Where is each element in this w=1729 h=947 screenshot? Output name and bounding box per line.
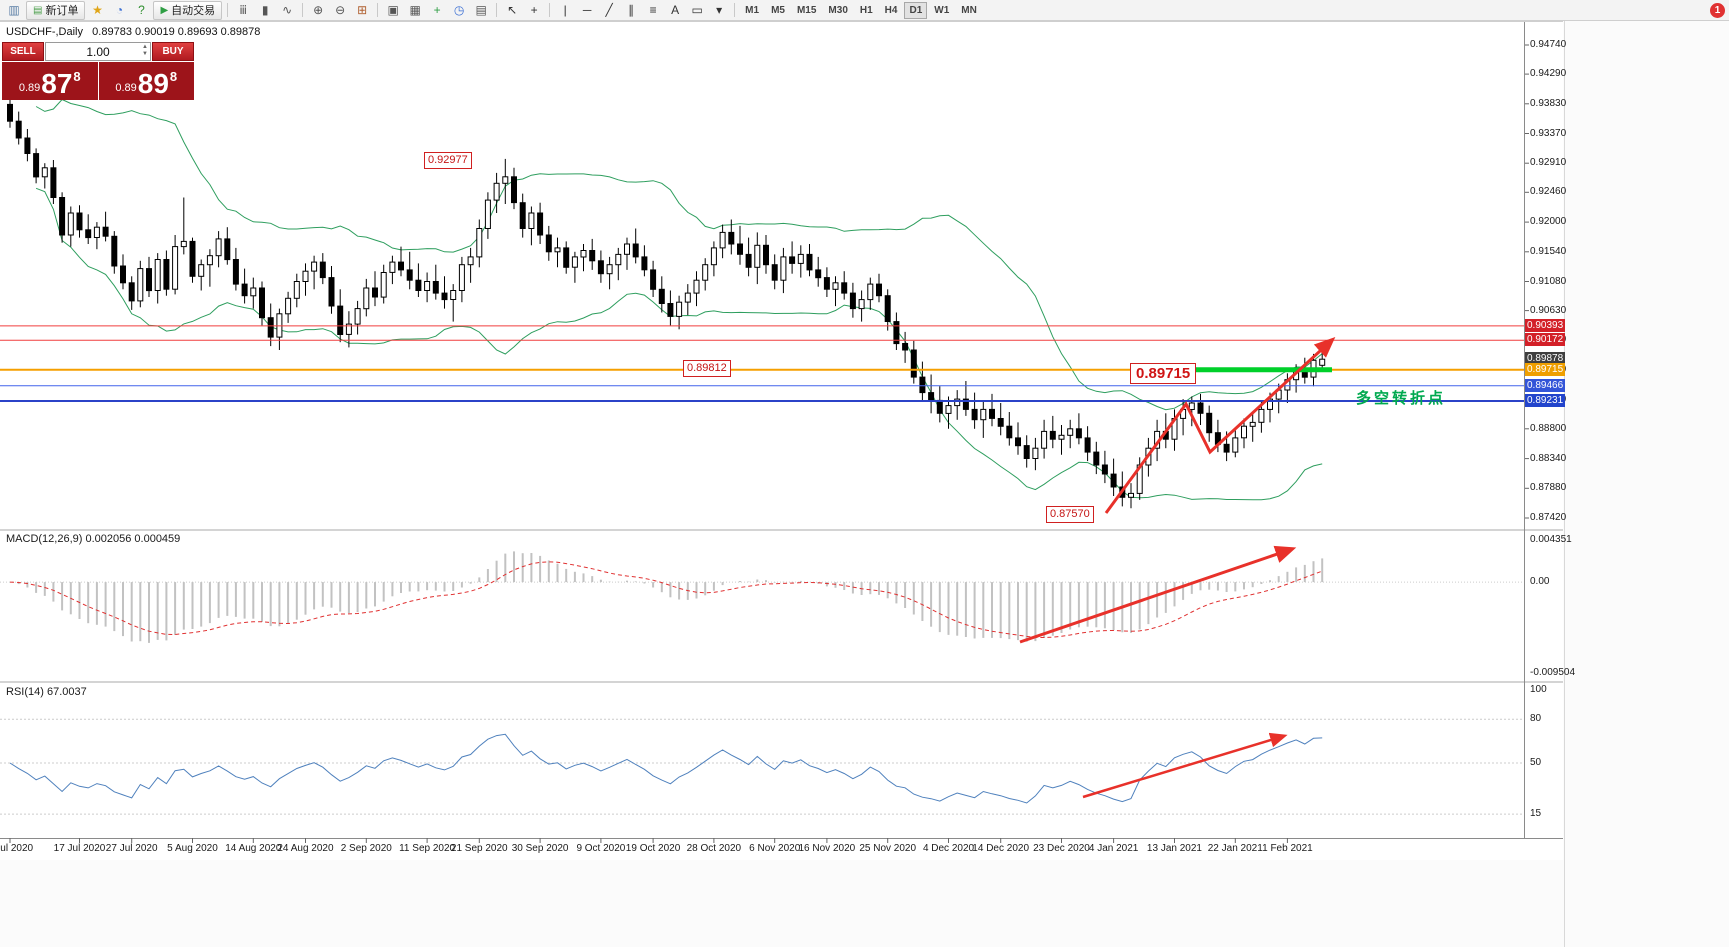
toolbar: ▥ ▤ 新订单 ★ ◔? ▶ 自动交易 ⅲ ▮ ∿ ⊕ ⊖ ⊞ ▣ ▦ + ◷ ▤ ↖ + | ─ ╱ ∥ ≡ A ▭ ▾ M1 M5 M1…	[0, 0, 1729, 21]
main-price-pane	[0, 94, 1524, 514]
rsi-pane	[0, 718, 1524, 815]
new-order-button[interactable]: ▤ 新订单	[26, 0, 86, 20]
sell-price-prefix: 0.89	[18, 82, 41, 94]
auto-arrange-icon[interactable]: ▦	[409, 3, 421, 17]
buy-price-prefix: 0.89	[115, 82, 137, 94]
bottom-empty-area	[0, 860, 1564, 947]
zoom-in-icon[interactable]: ⊕	[313, 3, 324, 17]
horizontal-line-tool-icon[interactable]: ─	[582, 3, 592, 17]
trend-arrow-macd	[1019, 545, 1297, 644]
volume-input[interactable]: 1.00 ▲ ▼	[45, 42, 151, 61]
crosshair-icon[interactable]: +	[530, 3, 538, 17]
templates-icon[interactable]: ▤	[475, 3, 487, 17]
timeframe-h4[interactable]: H4	[884, 4, 898, 16]
rsi-line	[9, 733, 1323, 804]
bollinger-upper-band	[35, 98, 1323, 411]
toolbar-separator	[549, 3, 551, 17]
volume-spinner-icon[interactable]: ▲ ▼	[142, 44, 148, 57]
timeframe-m15[interactable]: M15	[796, 4, 817, 16]
buy-price-display[interactable]: 0.89 89 8	[98, 62, 194, 100]
arrows-tool-icon[interactable]: ▾	[716, 3, 723, 17]
chart-background	[0, 21, 1563, 860]
toolbar-separator	[496, 3, 498, 17]
toolbar-separator	[377, 3, 379, 17]
shapes-tool-icon[interactable]: ▭	[691, 3, 703, 17]
timeframe-d1[interactable]: D1	[904, 1, 928, 19]
timeframe-m1[interactable]: M1	[745, 4, 760, 16]
timeframe-m5[interactable]: M5	[771, 4, 785, 16]
vertical-line-tool-icon[interactable]: |	[563, 3, 567, 17]
cursor-icon[interactable]: ↖	[507, 3, 518, 17]
sell-price-pipette: 8	[73, 69, 81, 84]
timeframe-mn[interactable]: MN	[961, 4, 977, 16]
new-chart-icon[interactable]: +	[433, 3, 441, 17]
trend-arrow-main	[1104, 336, 1336, 514]
zoom-out-icon[interactable]: ⊖	[335, 3, 346, 17]
sell-button[interactable]: SELL	[2, 42, 44, 61]
autotrading-button-icon: ▶	[160, 4, 169, 16]
line-chart-type-icon[interactable]: ∿	[282, 3, 293, 17]
help-icon[interactable]: ?	[138, 3, 145, 17]
toolbar-separator	[734, 3, 736, 17]
bollinger-lower-band	[35, 187, 1323, 501]
buy-price-big: 89	[137, 68, 169, 99]
new-order-button-icon: ▤	[33, 4, 43, 16]
macd-signal-line	[9, 561, 1323, 639]
candlestick-type-icon[interactable]: ▮	[261, 3, 269, 17]
right-empty-area	[1564, 21, 1729, 947]
timeframe-h1[interactable]: H1	[859, 4, 873, 16]
cascade-windows-icon[interactable]: ▣	[387, 3, 399, 17]
autotrading-button[interactable]: ▶ 自动交易	[153, 0, 223, 20]
trendline-tool-icon[interactable]: ╱	[605, 3, 613, 17]
buy-price-pipette: 8	[169, 69, 178, 84]
new-order-button-label: 新订单	[45, 5, 79, 17]
fibonacci-tool-icon[interactable]: ≡	[649, 3, 657, 17]
buy-button[interactable]: BUY	[152, 42, 194, 61]
toolbar-separator	[227, 3, 229, 17]
chart-window-icon[interactable]: ▥	[8, 3, 20, 17]
macd-pane	[0, 545, 1524, 644]
favorites-icon[interactable]: ★	[92, 3, 103, 17]
tile-windows-icon[interactable]: ⊞	[357, 3, 368, 17]
text-tool-icon[interactable]: A	[671, 3, 680, 17]
period-icon[interactable]: ◷	[453, 3, 465, 17]
symbol-ohlc-line: USDCHF-,Daily 0.89783 0.90019 0.89693 0.…	[6, 26, 261, 38]
macd-title: MACD(12,26,9) 0.002056 0.000459	[6, 533, 181, 545]
channel-tool-icon[interactable]: ∥	[628, 3, 635, 17]
timeframe-m30[interactable]: M30	[828, 4, 848, 16]
one-click-trading-panel: SELL 1.00 ▲ ▼ BUY 0.89 87 8 0.89 89 8	[2, 42, 194, 100]
rsi-title: RSI(14) 67.0037	[6, 686, 87, 698]
notification-badge[interactable]: 1	[1710, 2, 1725, 18]
sell-price-big: 87	[41, 68, 73, 99]
refresh-icon[interactable]: ◔	[115, 3, 124, 17]
autotrading-button-label: 自动交易	[171, 5, 216, 17]
sell-price-display[interactable]: 0.89 87 8	[2, 62, 98, 100]
toolbar-separator	[302, 3, 304, 17]
bar-chart-type-icon[interactable]: ⅲ	[239, 3, 247, 17]
trend-arrow-rsi	[1082, 732, 1288, 799]
volume-value: 1.00	[86, 44, 110, 59]
timeframe-w1[interactable]: W1	[934, 4, 950, 16]
